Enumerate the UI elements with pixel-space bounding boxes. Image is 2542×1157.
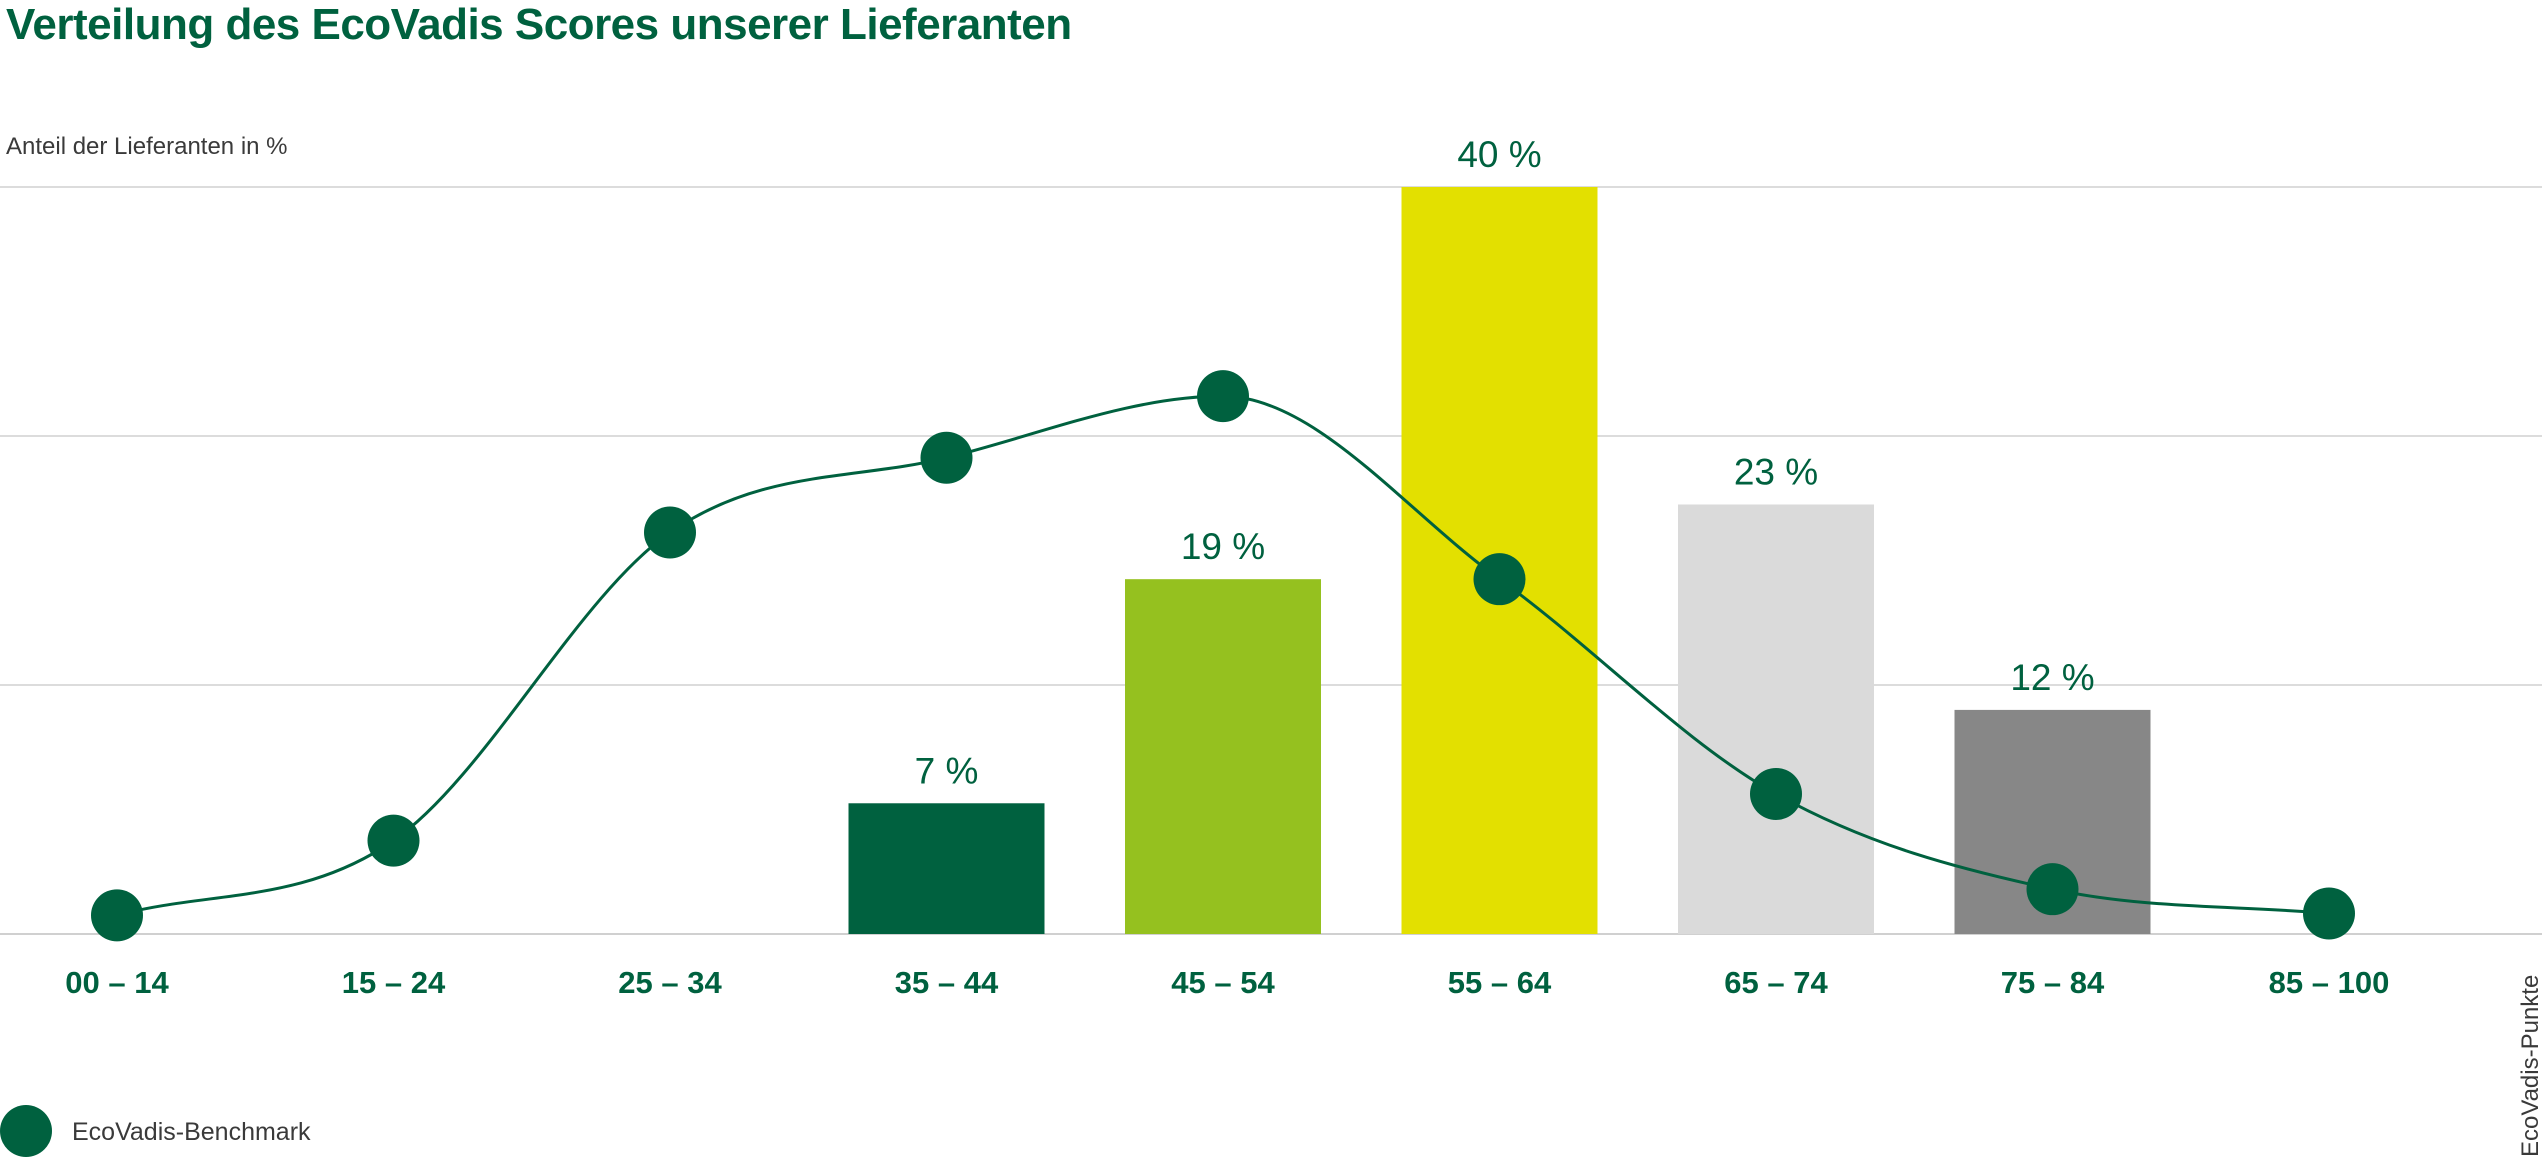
- bar-data-labels: 7 % 19 % 40 % 23 % 12 %: [915, 134, 2095, 791]
- benchmark-points: [91, 370, 2355, 942]
- benchmark-point-9: [2303, 887, 2355, 940]
- x-tick-label: 55 – 64: [1448, 965, 1552, 1000]
- x-tick-labels: 00 – 14 15 – 24 25 – 34 35 – 44 45 – 54 55 – …: [65, 965, 2389, 1000]
- legend-label: EcoVadis-Benchmark: [72, 1118, 311, 1146]
- benchmark-point-6: [1473, 553, 1526, 606]
- benchmark-point-8: [2026, 863, 2079, 916]
- x-tick-label: 75 – 84: [2001, 965, 2105, 1000]
- bar-5: [1125, 579, 1321, 934]
- x-tick-label: 25 – 34: [618, 965, 722, 1000]
- benchmark-point-7: [1750, 767, 1802, 820]
- x-tick-label: 45 – 54: [1171, 965, 1275, 1000]
- y-axis-label: Anteil der Lieferanten in %: [6, 133, 288, 160]
- x-tick-label: 15 – 24: [342, 965, 446, 1000]
- bars: [848, 187, 2151, 934]
- x-tick-label: 35 – 44: [895, 965, 999, 1000]
- bar-data-label: 7 %: [915, 750, 979, 791]
- x-axis-title: EcoVadis-Punkte: [2517, 975, 2542, 1157]
- x-tick-label: 85 – 100: [2269, 965, 2390, 1000]
- bar-data-label: 40 %: [1457, 134, 1541, 175]
- bar-data-label: 19 %: [1181, 526, 1265, 567]
- benchmark-point-2: [367, 814, 420, 867]
- x-tick-label: 00 – 14: [65, 965, 169, 1000]
- benchmark-point-5: [1197, 370, 1249, 423]
- bar-4: [848, 803, 1045, 934]
- benchmark-point-4: [920, 431, 973, 484]
- bar-data-label: 23 %: [1734, 451, 1818, 492]
- x-tick-label: 65 – 74: [1724, 965, 1828, 1000]
- legend-marker: [0, 1105, 52, 1157]
- bar-7: [1678, 504, 1874, 934]
- legend: EcoVadis-Benchmark: [0, 1105, 311, 1157]
- bar-data-label: 12 %: [2010, 657, 2094, 698]
- benchmark-point-3: [644, 506, 696, 559]
- benchmark-point-1: [91, 889, 143, 942]
- chart-title: Verteilung des EcoVadis Scores unserer L…: [6, 0, 1072, 49]
